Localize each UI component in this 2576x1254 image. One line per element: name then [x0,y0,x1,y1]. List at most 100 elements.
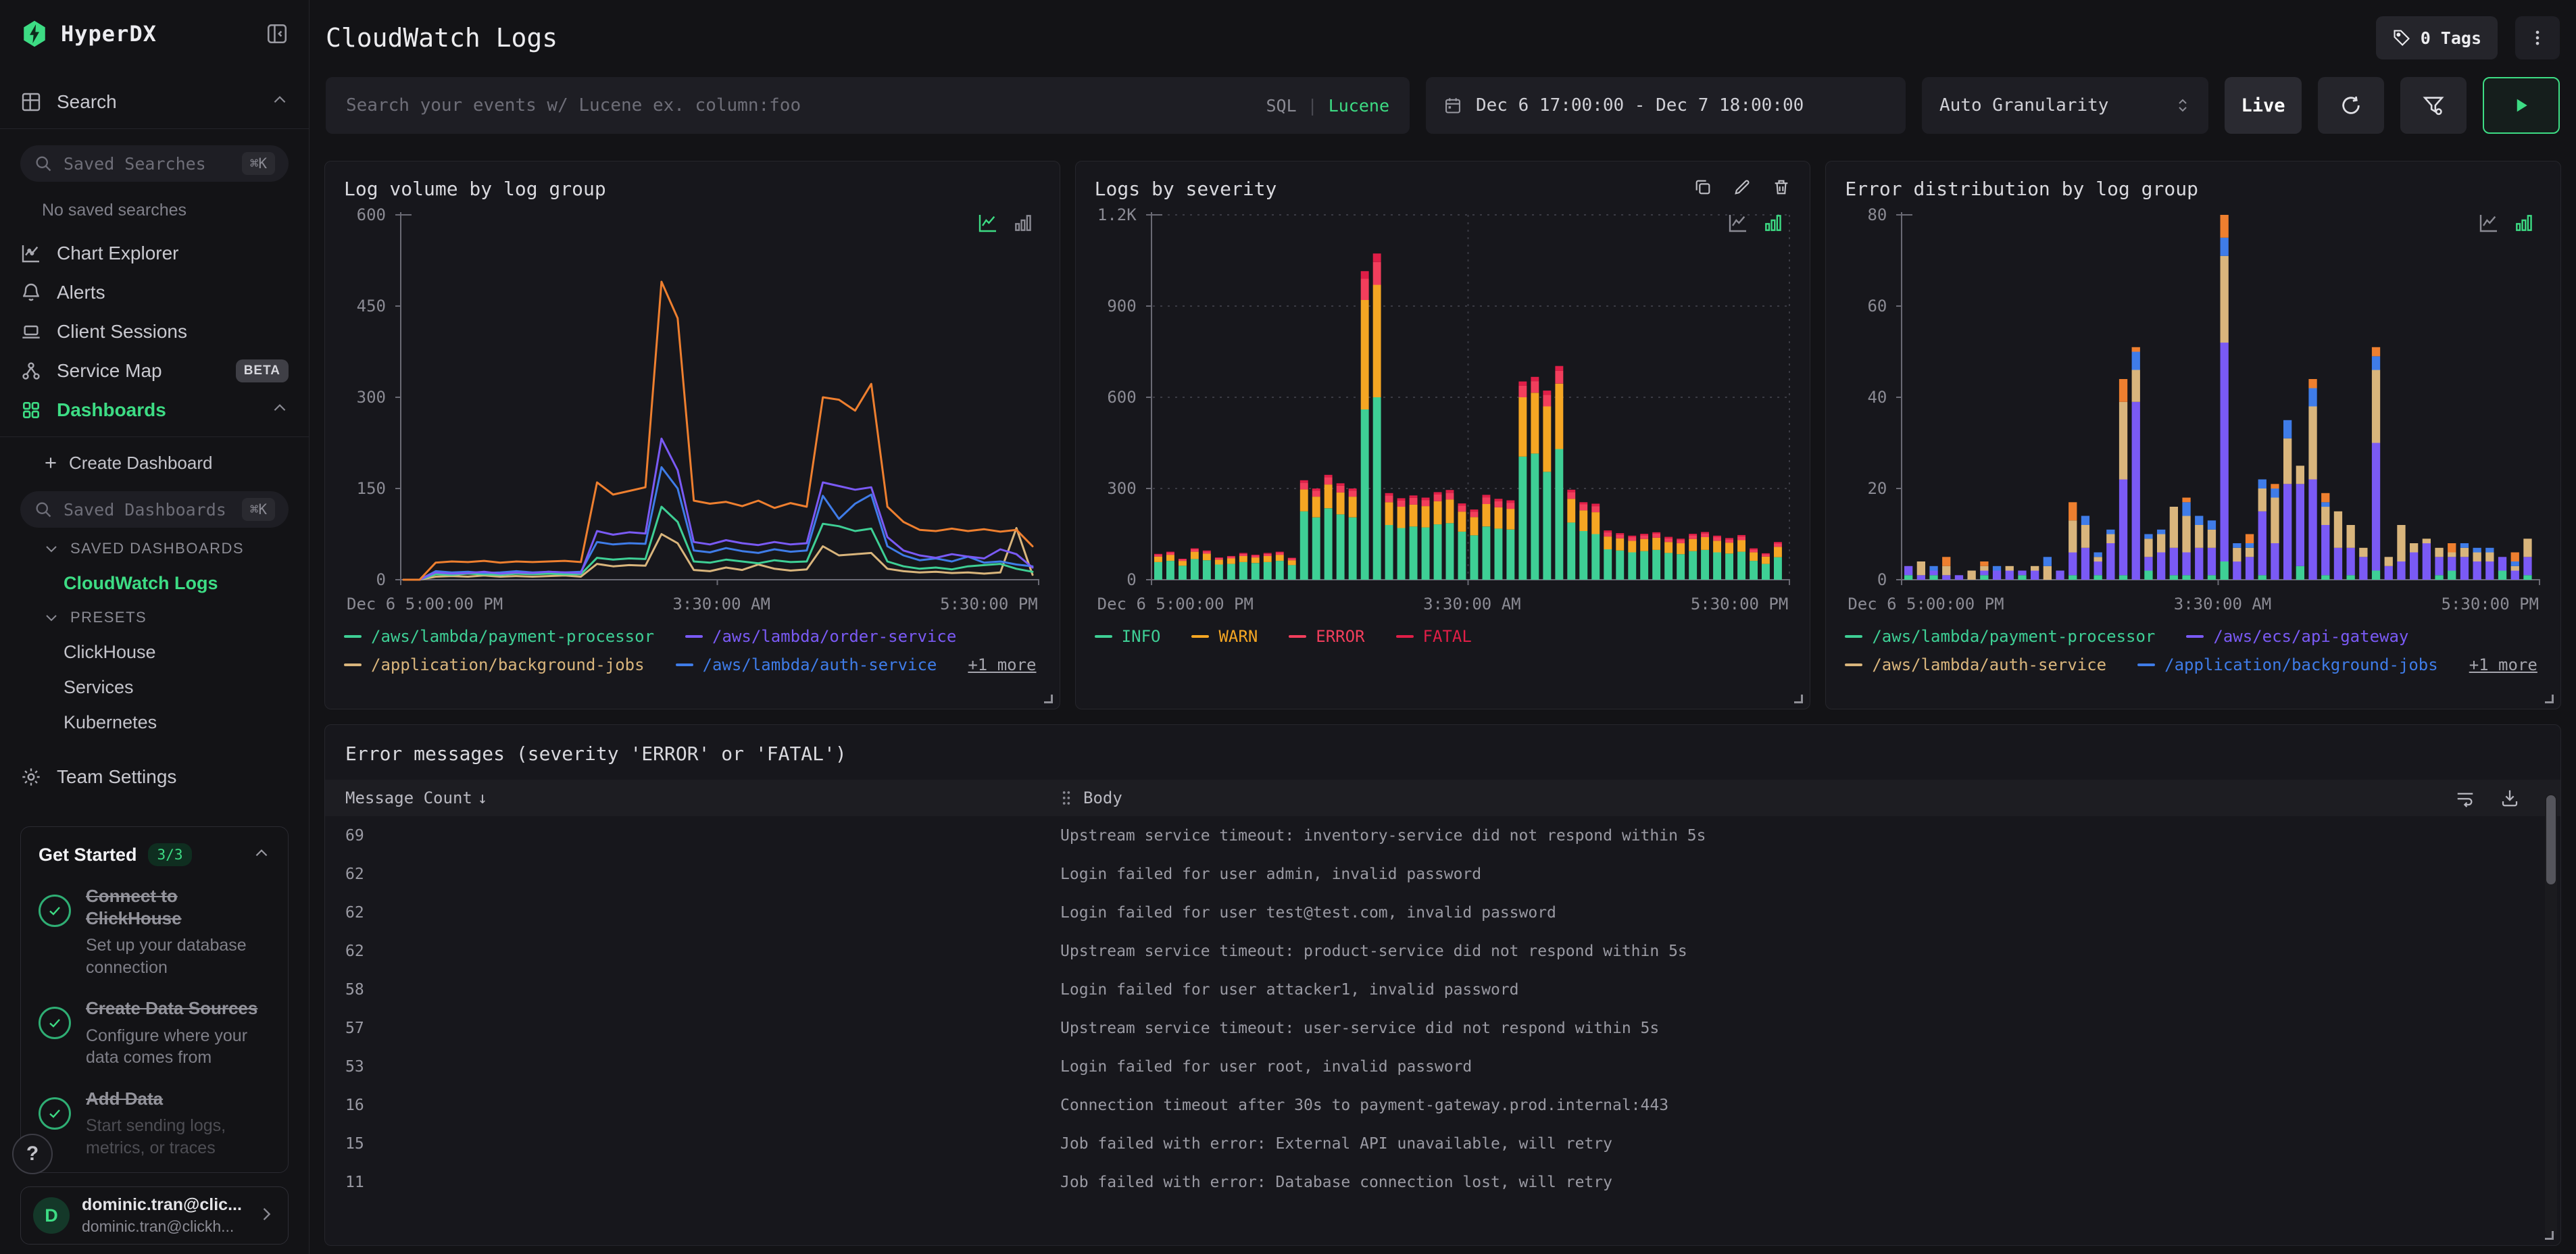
bar-segment [2296,484,2305,566]
drag-handle-icon[interactable] [1060,790,1072,806]
sidebar-link-kubernetes[interactable]: Kubernetes [64,711,157,732]
chevron-up-icon[interactable] [271,91,289,114]
bar-segment [1190,551,1199,559]
saved-dashboards-searchbox[interactable]: ⌘K [20,491,289,528]
chevron-up-icon[interactable] [271,399,289,422]
event-search-box[interactable]: SQL | Lucene [326,77,1410,134]
section-presets[interactable]: PRESETS [20,601,289,634]
event-search-input[interactable] [346,95,1253,116]
table-row[interactable]: 57 Upstream service timeout: user-service… [325,1009,2560,1047]
date-range-picker[interactable]: Dec 6 17:00:00 - Dec 7 18:00:00 [1426,77,1906,134]
saved-dashboards-input[interactable] [64,499,231,520]
bar-chart-icon[interactable] [2513,212,2535,234]
legend-item[interactable]: WARN [1191,627,1258,646]
table-row[interactable]: 16 Connection timeout after 30s to paymen… [325,1086,2560,1124]
table-row[interactable]: 11 Job failed with error: Database connec… [325,1163,2560,1201]
table-row[interactable]: 62 Login failed for user admin, invalid p… [325,855,2560,893]
resize-handle[interactable] [2545,1231,2554,1240]
sidebar-item-service-map[interactable]: Service Map BETA [20,351,289,391]
sidebar-item-team-settings[interactable]: Team Settings [20,757,289,797]
column-header-body[interactable]: Body [1060,788,2540,807]
get-started-step[interactable]: Connect to ClickHouse Set up your databa… [39,885,270,978]
lucene-toggle[interactable]: Lucene [1328,95,1389,116]
legend-item[interactable]: /aws/ecs/api-gateway [2186,627,2408,646]
table-row[interactable]: 69 Upstream service timeout: inventory-se… [325,816,2560,855]
chart-canvas [395,212,1039,585]
sidebar-link-services[interactable]: Services [64,676,134,697]
sidebar-item-client-sessions[interactable]: Client Sessions [20,312,289,351]
get-started-step[interactable]: Create Data Sources Configure where your… [39,997,270,1069]
duplicate-icon[interactable] [1693,178,1712,197]
plus-icon [42,454,59,472]
user-menu[interactable]: D dominic.tran@clic... dominic.tran@clic… [20,1186,289,1245]
sidebar-item-alerts[interactable]: Alerts [20,273,289,312]
select-chevrons-icon [2179,99,2187,112]
bar-segment [2094,552,2103,557]
help-button[interactable]: ? [12,1134,53,1174]
sidebar-item-chart-explorer[interactable]: Chart Explorer [20,234,289,273]
dashboard-menu-button[interactable] [2515,16,2560,59]
edit-icon[interactable] [1733,178,1752,197]
line-chart-icon[interactable] [977,212,999,234]
table-row[interactable]: 62 Upstream service timeout: product-serv… [325,932,2560,970]
create-dashboard-button[interactable]: Create Dashboard [20,444,289,482]
tags-button[interactable]: 0 Tags [2375,16,2498,59]
bar-segment [2005,566,2014,571]
bar-segment [1627,541,1636,553]
refresh-button[interactable] [2318,77,2384,134]
delete-icon[interactable] [1772,178,1791,197]
chevron-up-icon[interactable] [253,845,270,866]
legend-item[interactable]: /application/background-jobs [344,655,645,674]
bar-segment [2435,575,2444,580]
sql-toggle[interactable]: SQL [1266,95,1297,116]
section-saved-dashboards[interactable]: SAVED DASHBOARDS [20,532,289,566]
table-row[interactable]: 62 Login failed for user test@test.com, i… [325,893,2560,932]
chart-plot[interactable]: 0 20 40 60 80 [1845,205,2542,589]
run-query-button[interactable] [2483,77,2560,134]
bar-segment [2523,557,2532,576]
legend-more-link[interactable]: +1 more [2469,655,2537,674]
table-row[interactable]: 58 Login failed for user attacker1, inval… [325,970,2560,1009]
legend-item[interactable]: /aws/lambda/auth-service [675,655,937,674]
sidebar-link-cloudwatch-logs[interactable]: CloudWatch Logs [64,572,218,593]
legend-item[interactable]: /aws/lambda/payment-processor [344,627,654,646]
legend-more-link[interactable]: +1 more [968,655,1037,674]
get-started-step[interactable]: Add Data Start sending logs, metrics, or… [39,1088,270,1159]
bar-segment [1287,565,1296,580]
legend-item[interactable]: FATAL [1395,627,1472,646]
line-chart-icon[interactable] [2478,212,2500,234]
table-row[interactable]: 15 Job failed with error: External API un… [325,1124,2560,1163]
column-header-message-count[interactable]: Message Count ↓ [345,788,1060,807]
granularity-select[interactable]: Auto Granularity [1922,77,2208,134]
line-chart-icon[interactable] [1727,212,1749,234]
sidebar-collapse-icon[interactable] [266,22,289,45]
wrap-text-icon[interactable] [2455,788,2475,808]
saved-searches-searchbox[interactable]: ⌘K [20,145,289,182]
resize-handle[interactable] [2545,695,2554,703]
legend-item[interactable]: /aws/lambda/auth-service [1845,655,2106,674]
scrollbar-thumb[interactable] [2546,795,2556,884]
filter-button[interactable] [2400,77,2467,134]
bar-chart-icon[interactable] [1012,212,1034,234]
chart-plot[interactable]: 0 150 300 450 600 [344,205,1041,589]
saved-searches-input[interactable] [64,153,231,174]
resize-handle[interactable] [1794,695,1804,703]
get-started-header[interactable]: Get Started 3/3 [39,843,270,866]
bar-segment [2119,479,2128,576]
bar-segment [2081,516,2090,525]
live-button[interactable]: Live [2225,77,2302,134]
chart-plot[interactable]: 0 300 600 900 1.2K [1095,205,1791,589]
legend-item[interactable]: /application/background-jobs [2137,655,2438,674]
sidebar-item-dashboards[interactable]: Dashboards [20,391,289,430]
sidebar-link-clickhouse[interactable]: ClickHouse [64,641,156,662]
legend-item[interactable]: /aws/lambda/order-service [685,627,956,646]
legend-item[interactable]: /aws/lambda/payment-processor [1845,627,2155,646]
sidebar-item-search[interactable]: Search [20,82,289,122]
resize-handle[interactable] [1043,695,1053,703]
legend-item[interactable]: INFO [1094,627,1160,646]
bar-chart-icon[interactable] [1762,212,1784,234]
download-icon[interactable] [2500,788,2520,808]
legend-item[interactable]: ERROR [1289,627,1365,646]
line-series [402,280,1034,581]
table-row[interactable]: 53 Login failed for user root, invalid pa… [325,1047,2560,1086]
